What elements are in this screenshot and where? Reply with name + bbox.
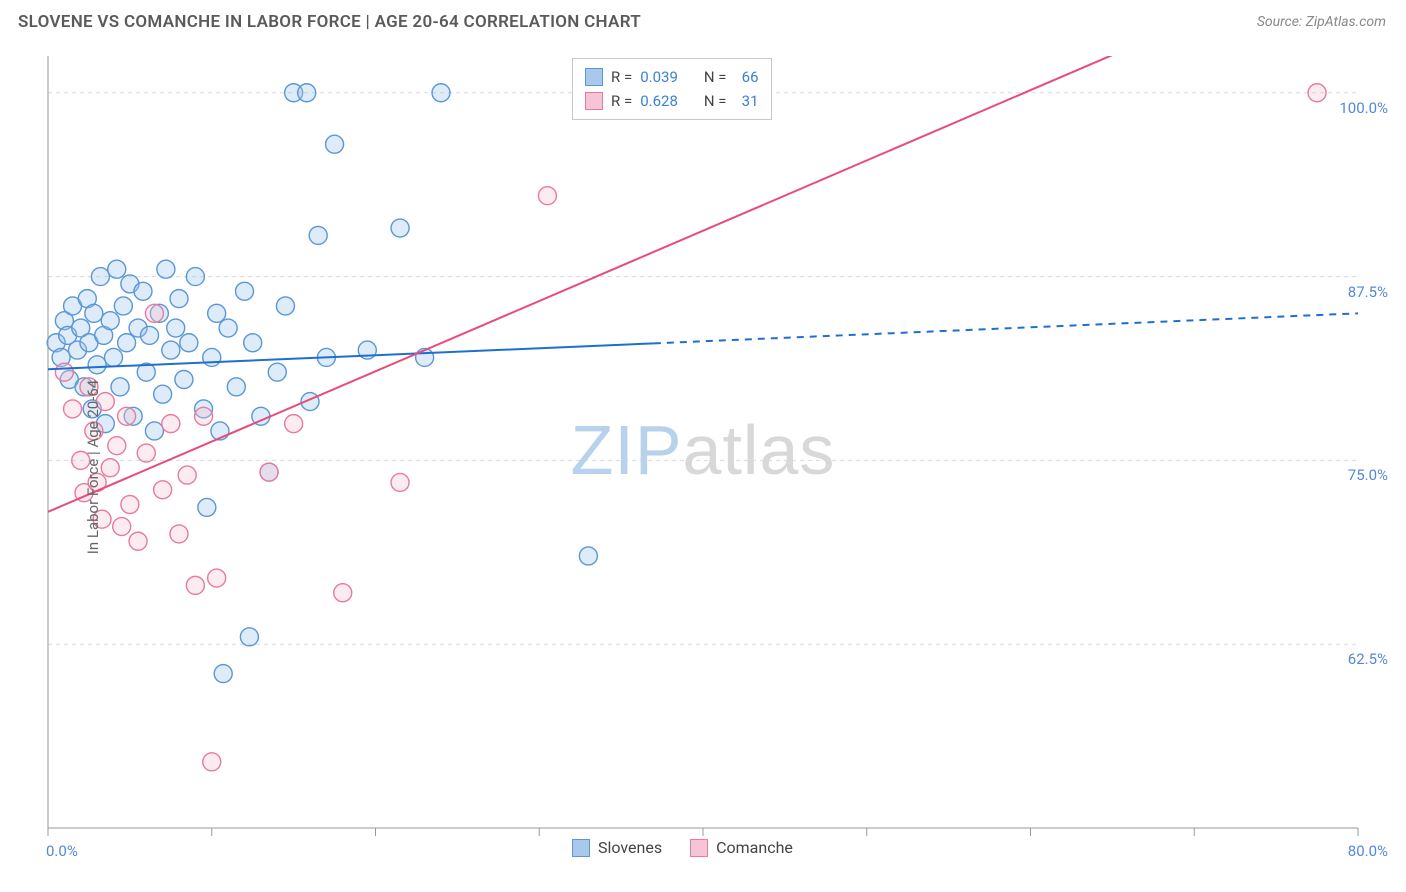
legend-swatch bbox=[585, 92, 603, 110]
legend-r-value: 0.039 bbox=[640, 65, 678, 89]
series-legend-item: Slovenes bbox=[572, 838, 662, 857]
legend-n-value: 31 bbox=[735, 89, 759, 113]
chart-header: SLOVENE VS COMANCHE IN LABOR FORCE | AGE… bbox=[0, 0, 1406, 38]
legend-n-label: N = bbox=[704, 89, 727, 113]
series-legend-label: Comanche bbox=[716, 838, 793, 857]
chart-area: In Labor Force | Age 20-64 ZIPatlas R =0… bbox=[0, 42, 1406, 892]
y-tick-label: 75.0% bbox=[1348, 466, 1388, 484]
legend-swatch bbox=[690, 839, 708, 857]
scatter-plot bbox=[0, 42, 1406, 888]
chart-title: SLOVENE VS COMANCHE IN LABOR FORCE | AGE… bbox=[18, 12, 641, 32]
chart-source: Source: ZipAtlas.com bbox=[1257, 14, 1386, 30]
legend-n-value: 66 bbox=[735, 65, 759, 89]
legend-row: R = 0.628 N = 31 bbox=[585, 89, 759, 113]
legend-r-value: 0.628 bbox=[640, 89, 678, 113]
legend-row: R = 0.039 N = 66 bbox=[585, 65, 759, 89]
correlation-legend: R = 0.039 N = 66 R = 0.628 N = 31 bbox=[572, 58, 772, 120]
series-legend-item: Comanche bbox=[690, 838, 793, 857]
legend-r-label: R = bbox=[611, 89, 632, 113]
legend-swatch bbox=[572, 839, 590, 857]
series-legend: Slovenes Comanche bbox=[572, 838, 793, 857]
y-tick-label: 87.5% bbox=[1348, 283, 1388, 301]
x-tick-label: 80.0% bbox=[1348, 842, 1388, 860]
y-tick-label: 100.0% bbox=[1339, 99, 1388, 117]
legend-r-label: R = bbox=[611, 65, 632, 89]
y-tick-label: 62.5% bbox=[1348, 650, 1388, 668]
legend-swatch bbox=[585, 68, 603, 86]
y-axis-label: In Labor Force | Age 20-64 bbox=[84, 380, 102, 554]
series-legend-label: Slovenes bbox=[598, 838, 662, 857]
legend-n-label: N = bbox=[704, 65, 727, 89]
x-tick-label: 0.0% bbox=[46, 842, 78, 860]
